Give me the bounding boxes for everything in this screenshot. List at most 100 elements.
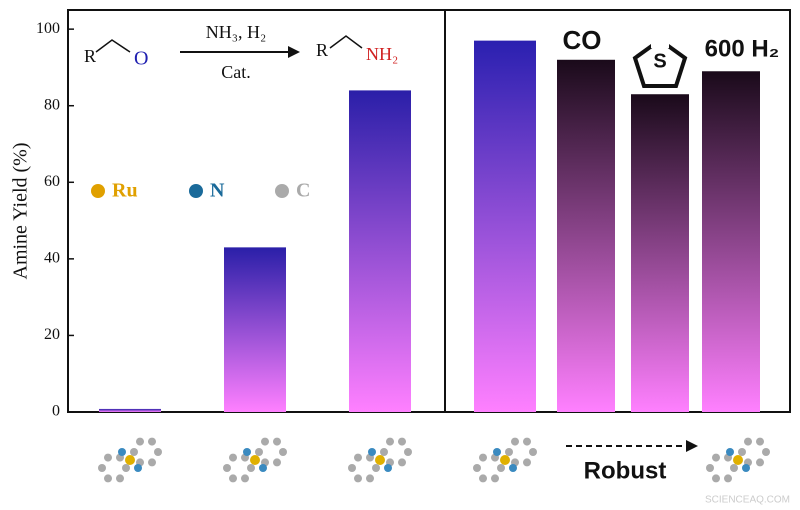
atom-c xyxy=(104,453,112,462)
y-tick-label: 0 xyxy=(52,403,60,420)
product-nh2: NH₂ xyxy=(366,44,398,64)
atom-n xyxy=(493,448,501,456)
arrow-head xyxy=(686,440,698,452)
atom-c xyxy=(730,464,738,472)
bar xyxy=(557,59,615,413)
atom-n xyxy=(134,464,142,472)
atom-n xyxy=(384,464,392,472)
atom-c xyxy=(505,448,513,456)
plot-frame xyxy=(67,9,791,413)
atom-c xyxy=(273,458,281,467)
atom-c xyxy=(279,448,287,456)
product-r: R xyxy=(316,40,328,60)
atom-ru xyxy=(250,455,260,465)
atom-ru xyxy=(500,455,510,465)
atom-ru xyxy=(375,455,385,465)
atom-c xyxy=(404,448,412,456)
atom-c xyxy=(386,437,394,446)
legend-label: Ru xyxy=(112,180,138,202)
atom-c xyxy=(511,437,519,446)
bar xyxy=(99,408,161,412)
atom-c xyxy=(712,453,720,462)
atom-c xyxy=(762,448,770,456)
atom-c xyxy=(497,464,505,472)
molecule-icon xyxy=(348,437,412,483)
atom-c xyxy=(398,437,406,446)
legend-label: N xyxy=(210,180,225,202)
atom-c xyxy=(724,474,732,483)
atom-c xyxy=(104,474,112,483)
atom-c xyxy=(154,448,162,456)
y-axis-label: Amine Yield (%) xyxy=(10,142,32,279)
legend-label: C xyxy=(296,180,310,202)
atom-c xyxy=(380,448,388,456)
bond xyxy=(329,35,363,49)
atom-n xyxy=(243,448,251,456)
atom-c xyxy=(479,453,487,462)
bar xyxy=(702,71,760,412)
bar xyxy=(349,90,411,413)
annotation: CO xyxy=(563,25,602,55)
atom-c xyxy=(756,437,764,446)
atom-c xyxy=(366,474,374,483)
arrow-head xyxy=(288,46,300,58)
catalyst: Cat. xyxy=(221,62,251,82)
molecule-icon xyxy=(706,437,770,483)
atom-c xyxy=(473,464,481,472)
atom-n xyxy=(726,448,734,456)
atom-ru xyxy=(125,455,135,465)
y-tick-label: 40 xyxy=(44,250,60,267)
legend-dot xyxy=(91,184,105,198)
atom-c xyxy=(229,474,237,483)
reagents: NH₃, H₂ xyxy=(206,22,267,42)
molecule-icon xyxy=(98,437,162,483)
reactant-r: R xyxy=(84,46,96,66)
atom-n xyxy=(259,464,267,472)
bar xyxy=(474,40,536,412)
y-tick-label: 80 xyxy=(44,96,60,113)
atom-c xyxy=(398,458,406,467)
atom-c xyxy=(247,464,255,472)
atom-c xyxy=(354,453,362,462)
atom-c xyxy=(529,448,537,456)
atom-c xyxy=(491,474,499,483)
legend-dot xyxy=(275,184,289,198)
watermark: SCIENCEAQ.COM xyxy=(705,495,790,506)
atom-ru xyxy=(733,455,743,465)
atom-c xyxy=(372,464,380,472)
y-tick-label: 20 xyxy=(44,326,60,343)
bond xyxy=(95,39,131,53)
atom-c xyxy=(116,474,124,483)
annotation: 600 H₂ xyxy=(705,35,780,62)
molecule-icon xyxy=(473,437,537,483)
atom-c xyxy=(148,437,156,446)
atom-c xyxy=(255,448,263,456)
atom-n xyxy=(509,464,517,472)
atom-c xyxy=(98,464,106,472)
atom-c xyxy=(261,437,269,446)
annotation: Robust xyxy=(584,457,667,484)
atom-c xyxy=(706,464,714,472)
atom-c xyxy=(712,474,720,483)
reactant-o: O xyxy=(134,48,148,70)
bar xyxy=(224,247,286,412)
atom-c xyxy=(479,474,487,483)
annotation: S xyxy=(653,50,666,72)
atom-c xyxy=(523,458,531,467)
atom-c xyxy=(348,464,356,472)
legend-dot xyxy=(189,184,203,198)
atom-c xyxy=(148,458,156,467)
bar xyxy=(631,94,689,412)
thiophene-ring xyxy=(632,37,688,88)
molecule-icon xyxy=(223,437,287,483)
atom-c xyxy=(223,464,231,472)
atom-c xyxy=(354,474,362,483)
atom-n xyxy=(742,464,750,472)
atom-c xyxy=(136,437,144,446)
atom-c xyxy=(273,437,281,446)
atom-c xyxy=(241,474,249,483)
atom-c xyxy=(130,448,138,456)
atom-c xyxy=(229,453,237,462)
atom-c xyxy=(738,448,746,456)
atom-c xyxy=(756,458,764,467)
